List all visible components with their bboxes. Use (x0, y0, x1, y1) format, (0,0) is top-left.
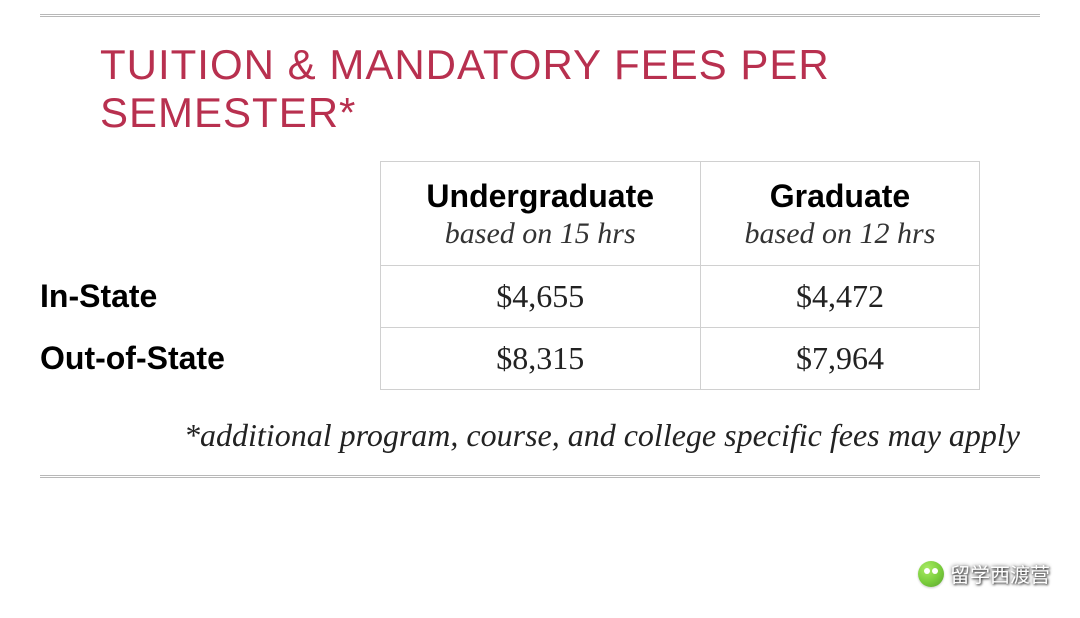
watermark-text: 留学西渡营 (950, 559, 1050, 588)
column-header-main: Graduate (729, 178, 951, 215)
column-header-main: Undergraduate (409, 178, 672, 215)
cell-in-state-undergrad: $4,655 (380, 266, 700, 328)
footnote: *additional program, course, and college… (80, 414, 1020, 457)
table-corner-cell (40, 162, 380, 266)
top-rule (40, 14, 1040, 17)
page-title: TUITION & MANDATORY FEES PER SEMESTER* (100, 41, 1040, 137)
row-label-out-of-state: Out-of-State (40, 328, 380, 390)
table-row: Out-of-State $8,315 $7,964 (40, 328, 980, 390)
wechat-icon (918, 561, 944, 587)
column-header-graduate: Graduate based on 12 hrs (700, 162, 979, 266)
table-header-row: Undergraduate based on 15 hrs Graduate b… (40, 162, 980, 266)
cell-out-of-state-grad: $7,964 (700, 328, 979, 390)
cell-in-state-grad: $4,472 (700, 266, 979, 328)
table-row: In-State $4,655 $4,472 (40, 266, 980, 328)
bottom-rule (40, 475, 1040, 478)
cell-out-of-state-undergrad: $8,315 (380, 328, 700, 390)
watermark: 留学西渡营 (918, 559, 1050, 588)
row-label-in-state: In-State (40, 266, 380, 328)
column-header-sub: based on 15 hrs (409, 217, 672, 251)
tuition-table: Undergraduate based on 15 hrs Graduate b… (40, 161, 980, 390)
column-header-sub: based on 12 hrs (729, 217, 951, 251)
column-header-undergraduate: Undergraduate based on 15 hrs (380, 162, 700, 266)
tuition-table-wrap: Undergraduate based on 15 hrs Graduate b… (40, 161, 980, 390)
